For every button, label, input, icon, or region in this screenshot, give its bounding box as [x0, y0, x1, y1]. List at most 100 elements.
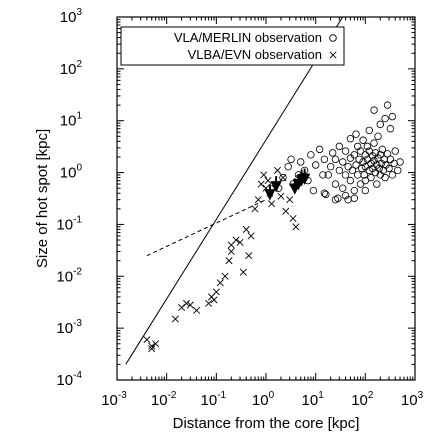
- vla-merlin-point: [383, 101, 392, 109]
- x-tick-label: 10-2: [151, 390, 177, 409]
- vlba-evn-point: [245, 252, 253, 260]
- upper-limit-arrow: [270, 176, 282, 193]
- x-tick-label: 101: [302, 390, 325, 409]
- vlba-evn-point: [257, 180, 265, 188]
- vlba-evn-point: [225, 257, 233, 265]
- vlba-evn-point: [264, 177, 272, 185]
- vlba-evn-point: [242, 225, 250, 233]
- x-tick-label: 103: [401, 390, 424, 409]
- x-tick-label: 102: [351, 390, 374, 409]
- vla-merlin-point: [320, 155, 329, 164]
- x-axis-title: Distance from the core [kpc]: [173, 415, 360, 432]
- legend: VLA/MERLIN observation VLBA/EVN observat…: [120, 26, 345, 66]
- vla-merlin-point: [350, 194, 359, 202]
- vlba-evn-point: [292, 223, 300, 231]
- vla-merlin-point: [361, 186, 370, 195]
- vla-merlin-point: [388, 112, 397, 121]
- vla-merlin-point: [367, 173, 375, 182]
- upper-limit-arrow: [264, 184, 276, 201]
- vla-merlin-point: [320, 189, 329, 197]
- vla-merlin-point: [360, 171, 368, 179]
- vla-merlin-point: [355, 155, 363, 164]
- vla-merlin-point: [350, 151, 359, 159]
- vlba-evn-point: [178, 303, 186, 312]
- legend-label-vla-merlin: VLA/MERLIN observation: [174, 30, 322, 45]
- vlba-evn-point: [268, 200, 276, 208]
- vlba-evn-point: [193, 306, 201, 314]
- data-points: [143, 101, 404, 353]
- vlba-evn-point: [143, 336, 151, 344]
- vlba-evn-point: [251, 205, 259, 213]
- vlba-evn-point: [279, 174, 287, 182]
- vlba-evn-point: [182, 299, 190, 307]
- vlba-evn-point: [227, 248, 235, 256]
- vla-merlin-point: [386, 155, 395, 164]
- vla-merlin-point: [338, 184, 347, 192]
- vla-merlin-point: [331, 180, 340, 188]
- y-tick-label: 100: [60, 163, 83, 182]
- vlba-evn-point: [286, 196, 294, 204]
- vlba-evn-point: [148, 342, 156, 350]
- vla-merlin-point: [396, 158, 404, 166]
- vla-merlin-point: [352, 161, 360, 169]
- legend-box: [120, 26, 345, 66]
- x-tick-label: 10-1: [201, 390, 227, 409]
- vla-merlin-point: [363, 142, 372, 151]
- vla-merlin-point: [371, 168, 380, 177]
- vla-merlin-point: [361, 151, 370, 159]
- vla-merlin-point: [385, 164, 393, 173]
- vlba-evn-point: [212, 288, 220, 296]
- vla-merlin-point: [388, 171, 397, 179]
- y-tick-labels: 10-4 10-3 10-2 10-1 100 101 102 103: [56, 7, 82, 389]
- vlba-evn-point: [236, 238, 244, 246]
- vla-merlin-point: [319, 171, 327, 179]
- vla-merlin-point: [341, 191, 350, 200]
- vla-merlin-point: [309, 186, 318, 195]
- vla-merlin-point: [353, 142, 362, 151]
- vlba-evn-point: [152, 340, 160, 348]
- x-tick-label: 10-3: [101, 390, 127, 409]
- vla-merlin-point: [324, 171, 333, 179]
- solid-fit-line: [125, 17, 344, 365]
- vla-merlin-point: [279, 173, 287, 182]
- vlba-evn-point: [260, 171, 268, 179]
- vla-merlin-point: [353, 171, 362, 179]
- vla-merlin-point: [394, 166, 402, 175]
- vla-merlin-point: [344, 162, 352, 171]
- legend-cross-marker: [329, 51, 337, 59]
- legend-circle-marker: [329, 34, 337, 42]
- vlba-evn-point: [186, 301, 194, 309]
- y-tick-label: 10-2: [56, 266, 82, 285]
- y-tick-label: 10-3: [56, 318, 82, 337]
- vla-merlin-point: [334, 194, 342, 202]
- vla-merlin-point: [335, 142, 344, 151]
- y-axis-title: Size of hot spot [kpc]: [34, 129, 51, 268]
- vla-merlin-point: [287, 155, 295, 164]
- legend-label-vlba-evn: VLBA/EVN observation: [188, 47, 322, 62]
- y-tick-label: 103: [60, 7, 83, 26]
- y-tick-label: 10-4: [56, 370, 82, 389]
- vla-merlin-point: [370, 106, 378, 114]
- plot-frame: [116, 16, 416, 381]
- vla-merlin-point: [356, 147, 365, 155]
- vla-merlin-point: [373, 180, 381, 188]
- vla-merlin-point: [359, 158, 367, 166]
- vla-merlin-point: [356, 180, 365, 188]
- vla-merlin-point: [365, 126, 373, 135]
- vla-merlin-point: [335, 166, 344, 175]
- vlba-evn-point: [205, 299, 213, 307]
- axis-ticks: [116, 16, 416, 381]
- vla-merlin-point: [370, 156, 378, 165]
- vla-merlin-point: [297, 158, 305, 166]
- vlba-evn-point: [221, 272, 229, 280]
- vla-merlin-point: [374, 132, 382, 141]
- vla-merlin-point: [284, 162, 292, 171]
- vla-merlin-point: [322, 190, 330, 199]
- vla-merlin-point: [328, 149, 337, 157]
- vla-merlin-point: [391, 147, 399, 155]
- vla-merlin-point: [331, 155, 340, 164]
- vla-merlin-point: [361, 162, 370, 171]
- vlba-evn-point: [277, 192, 285, 200]
- vlba-evn-point: [254, 196, 262, 204]
- x-tick-label: 100: [252, 390, 275, 409]
